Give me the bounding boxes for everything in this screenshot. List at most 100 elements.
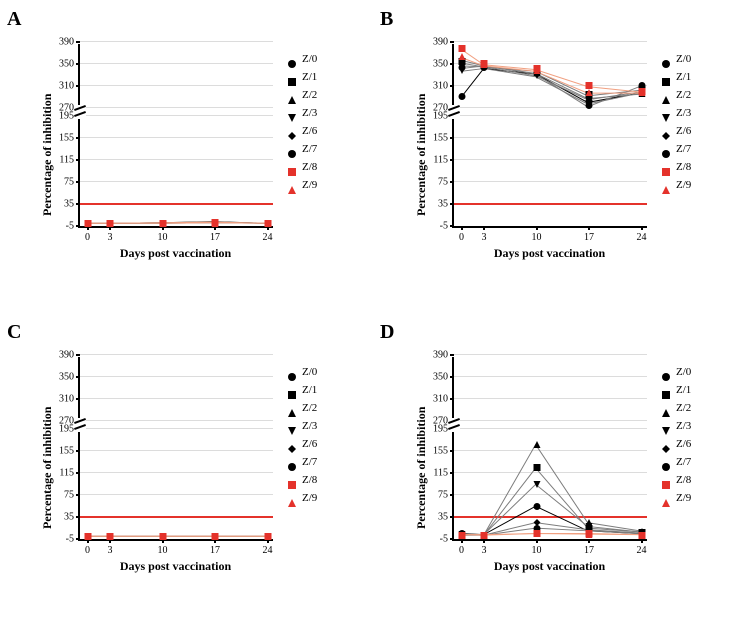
legend-item: Z/6 [288, 122, 317, 140]
legend-marker-Z-1-icon [288, 386, 296, 394]
legend-item: Z/1 [662, 381, 691, 399]
legend-label: Z/8 [302, 474, 317, 486]
legend-marker-Z-6-icon [662, 440, 670, 448]
series-marker-Z-9 [264, 214, 271, 232]
legend-label: Z/6 [676, 125, 691, 137]
series-marker-Z-9 [84, 527, 91, 545]
series-line-Z-6 [461, 66, 639, 100]
series-marker-Z-0 [533, 497, 540, 515]
legend-item: Z/7 [662, 453, 691, 471]
legend-item: Z/9 [288, 489, 317, 507]
series-marker-Z-9 [264, 527, 271, 545]
series-marker-Z-9 [107, 214, 114, 232]
legend-item: Z/8 [288, 158, 317, 176]
legend-item: Z/7 [662, 140, 691, 158]
legend-item: Z/2 [662, 399, 691, 417]
series-line-Z-2 [461, 445, 639, 536]
y-axis-label: Percentage of inhibition [40, 94, 55, 216]
legend-marker-Z-9-icon [662, 494, 670, 502]
legend-label: Z/9 [302, 492, 317, 504]
series-marker-Z-2 [533, 435, 540, 453]
legend-item: Z/8 [662, 158, 691, 176]
legend-A: Z/0Z/1Z/2Z/3Z/6Z/7Z/8Z/9 [288, 50, 317, 194]
legend-marker-Z-7-icon [288, 145, 296, 153]
legend-marker-Z-3-icon [288, 109, 296, 117]
legend-label: Z/1 [302, 384, 317, 396]
legend-item: Z/2 [288, 86, 317, 104]
series-line-Z-9 [87, 223, 265, 224]
legend-label: Z/0 [302, 366, 317, 378]
series-lines [80, 44, 273, 226]
legend-marker-Z-3-icon [662, 422, 670, 430]
series-marker-Z-9 [638, 526, 645, 544]
series-marker-Z-9 [84, 214, 91, 232]
series-marker-Z-9 [212, 214, 219, 232]
series-marker-Z-9 [107, 527, 114, 545]
legend-label: Z/9 [302, 179, 317, 191]
series-lines [80, 357, 273, 539]
legend-item: Z/8 [662, 471, 691, 489]
series-marker-Z-9 [458, 526, 465, 544]
legend-label: Z/3 [676, 420, 691, 432]
legend-label: Z/3 [302, 420, 317, 432]
legend-label: Z/9 [676, 492, 691, 504]
legend-label: Z/2 [302, 89, 317, 101]
legend-item: Z/1 [288, 68, 317, 86]
x-axis-label: Days post vaccination [452, 246, 647, 261]
legend-item: Z/1 [288, 381, 317, 399]
legend-marker-Z-0-icon [288, 55, 296, 63]
legend-label: Z/0 [302, 53, 317, 65]
legend-marker-Z-8-icon [288, 476, 296, 484]
y-axis-label: Percentage of inhibition [414, 94, 429, 216]
legend-marker-Z-8-icon [662, 163, 670, 171]
legend-item: Z/7 [288, 453, 317, 471]
legend-item: Z/3 [288, 104, 317, 122]
legend-label: Z/3 [676, 107, 691, 119]
series-marker-Z-9 [212, 527, 219, 545]
legend-label: Z/0 [676, 53, 691, 65]
legend-item: Z/2 [288, 399, 317, 417]
legend-marker-Z-7-icon [288, 458, 296, 466]
legend-marker-Z-9-icon [662, 181, 670, 189]
x-axis-label: Days post vaccination [78, 559, 273, 574]
legend-marker-Z-8-icon [288, 163, 296, 171]
legend-D: Z/0 Z/1 Z/2 Z/3 Z/6 Z/7Z/8 Z/9 [662, 363, 691, 507]
legend-label: Z/3 [302, 107, 317, 119]
legend-label: Z/9 [676, 179, 691, 191]
legend-marker-Z-0-icon [662, 55, 670, 63]
legend-marker-Z-0-icon [288, 368, 296, 376]
series-marker-Z-9 [458, 47, 465, 65]
series-marker-Z-9 [159, 214, 166, 232]
legend-marker-Z-2-icon [288, 91, 296, 99]
legend-label: Z/6 [302, 438, 317, 450]
series-line-Z-3 [461, 69, 639, 104]
gridline [454, 41, 647, 42]
gridline [80, 41, 273, 42]
legend-item: Z/0 [662, 50, 691, 68]
series-marker-Z-9 [481, 526, 488, 544]
series-marker-Z-9 [586, 83, 593, 101]
legend-label: Z/1 [676, 384, 691, 396]
legend-marker-Z-9-icon [288, 181, 296, 189]
legend-label: Z/6 [676, 438, 691, 450]
legend-marker-Z-6-icon [288, 440, 296, 448]
legend-label: Z/7 [302, 456, 317, 468]
legend-marker-Z-2-icon [288, 404, 296, 412]
legend-marker-Z-3-icon [288, 422, 296, 430]
legend-label: Z/0 [676, 366, 691, 378]
legend-item: Z/9 [662, 489, 691, 507]
y-axis-label: Percentage of inhibition [40, 407, 55, 529]
legend-label: Z/8 [302, 161, 317, 173]
series-line-Z-9 [461, 58, 639, 93]
legend-marker-Z-2-icon [662, 404, 670, 412]
legend-item: Z/1 [662, 68, 691, 86]
x-axis-label: Days post vaccination [78, 246, 273, 261]
legend-item: Z/9 [288, 176, 317, 194]
legend-label: Z/2 [676, 89, 691, 101]
series-marker-Z-1 [533, 458, 540, 476]
legend-label: Z/7 [676, 143, 691, 155]
legend-label: Z/8 [676, 161, 691, 173]
legend-item: Z/2 [662, 86, 691, 104]
series-marker-Z-9 [638, 83, 645, 101]
legend-item: Z/6 [288, 435, 317, 453]
